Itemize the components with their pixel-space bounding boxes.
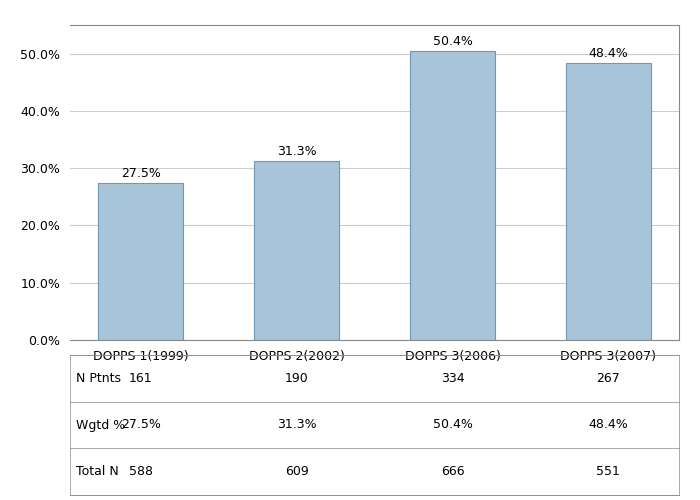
Text: 551: 551	[596, 465, 620, 478]
Bar	[98, 182, 183, 340]
Text: 48.4%: 48.4%	[589, 47, 629, 60]
Text: Total N: Total N	[76, 465, 119, 478]
Bar	[253, 160, 340, 340]
Text: 50.4%: 50.4%	[433, 418, 473, 432]
Text: 334: 334	[441, 372, 464, 385]
Bar	[410, 52, 496, 340]
Bar	[566, 63, 651, 340]
Text: 31.3%: 31.3%	[276, 145, 316, 158]
Text: 27.5%: 27.5%	[120, 418, 160, 432]
Text: 666: 666	[441, 465, 464, 478]
Text: Wgtd %: Wgtd %	[76, 418, 125, 432]
Text: 31.3%: 31.3%	[276, 418, 316, 432]
Text: 48.4%: 48.4%	[589, 418, 629, 432]
Text: N Ptnts: N Ptnts	[76, 372, 121, 385]
Text: 190: 190	[285, 372, 309, 385]
Text: 27.5%: 27.5%	[120, 166, 160, 179]
Text: 50.4%: 50.4%	[433, 36, 473, 49]
Text: 267: 267	[596, 372, 620, 385]
Text: 588: 588	[129, 465, 153, 478]
Text: 609: 609	[285, 465, 309, 478]
Text: 161: 161	[129, 372, 153, 385]
